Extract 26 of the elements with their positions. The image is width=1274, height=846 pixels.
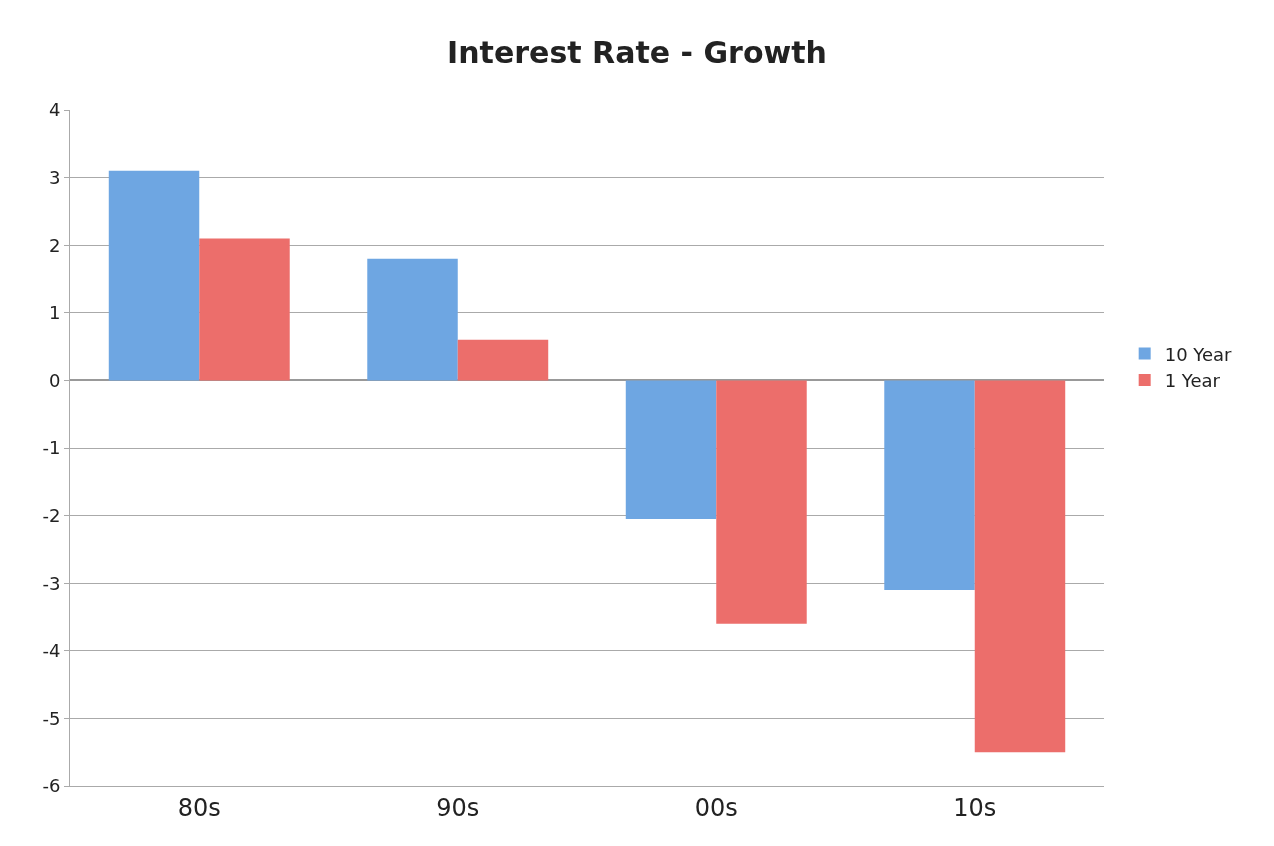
- y-tick-label: 3: [48, 166, 61, 188]
- y-tick-label: 1: [48, 302, 61, 324]
- x-tick-label: 90s: [436, 793, 480, 822]
- bar: [108, 170, 200, 381]
- legend-label: 10 Year: [1164, 343, 1233, 365]
- bar: [367, 258, 458, 381]
- y-tick-label: -2: [42, 504, 61, 526]
- x-tick-label: 00s: [694, 793, 738, 822]
- x-tick-label: 10s: [953, 793, 997, 822]
- bar: [625, 380, 717, 519]
- bar: [199, 238, 290, 381]
- y-tick-label: -3: [42, 572, 61, 594]
- y-tick-label: 0: [48, 369, 61, 391]
- chart-title: Interest Rate - Growth: [447, 35, 827, 71]
- y-tick-label: 4: [48, 99, 61, 121]
- bar: [457, 339, 549, 381]
- y-tick-label: -4: [42, 640, 61, 662]
- y-tick-label: -6: [42, 775, 61, 797]
- legend-label: 1 Year: [1164, 370, 1221, 391]
- bar: [974, 380, 1066, 753]
- x-tick-label: 80s: [177, 793, 221, 822]
- y-tick-label: 2: [48, 234, 61, 256]
- bar: [884, 380, 975, 590]
- bar: [716, 380, 807, 624]
- y-tick-label: -1: [42, 437, 61, 459]
- y-tick-label: -5: [42, 707, 61, 729]
